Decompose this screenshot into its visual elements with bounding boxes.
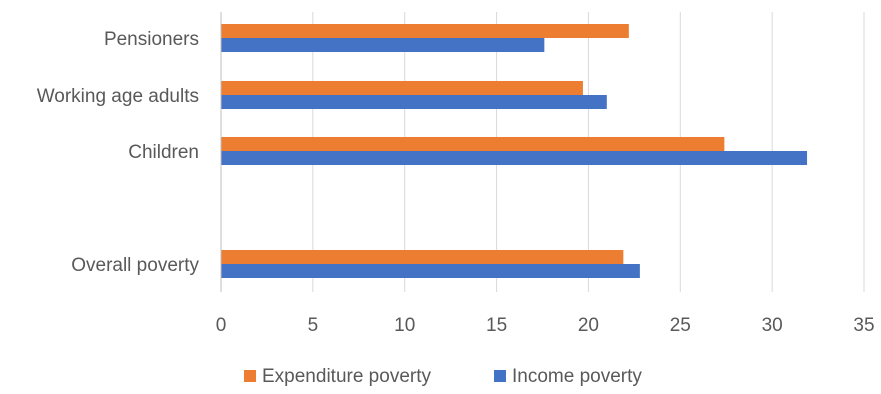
legend-swatch [244,370,256,382]
bar-expenditure-children [221,137,725,151]
category-label: Pensioners [104,29,199,50]
legend-label: Expenditure poverty [262,366,431,387]
category-label: Children [128,142,199,163]
x-tick-labels: 0 5 10 15 20 25 30 35 [216,315,875,336]
bar-expenditure-overall-poverty [221,250,624,264]
x-tick-label: 5 [308,315,319,336]
bar-income-pensioners [221,38,545,52]
bar-income-working-age-adults [221,95,607,109]
x-tick-label: 10 [394,315,415,336]
legend: Expenditure poverty Income poverty [244,366,642,387]
bar-expenditure-pensioners [221,24,629,38]
category-labels: Pensioners Working age adults Children Over… [37,29,200,276]
x-tick-label: 30 [762,315,783,336]
legend-label: Income poverty [512,366,642,387]
x-tick-label: 35 [853,315,874,336]
legend-swatch [494,370,506,382]
x-tick-label: 25 [670,315,691,336]
x-tick-label: 15 [486,315,507,336]
bar-expenditure-working-age-adults [221,81,583,95]
bar-income-children [221,151,808,165]
category-label: Overall poverty [71,255,199,276]
x-tick-label: 20 [578,315,599,336]
bars [221,24,808,278]
x-tick-label: 0 [216,315,227,336]
bar-income-overall-poverty [221,264,640,278]
category-label: Working age adults [37,86,199,107]
